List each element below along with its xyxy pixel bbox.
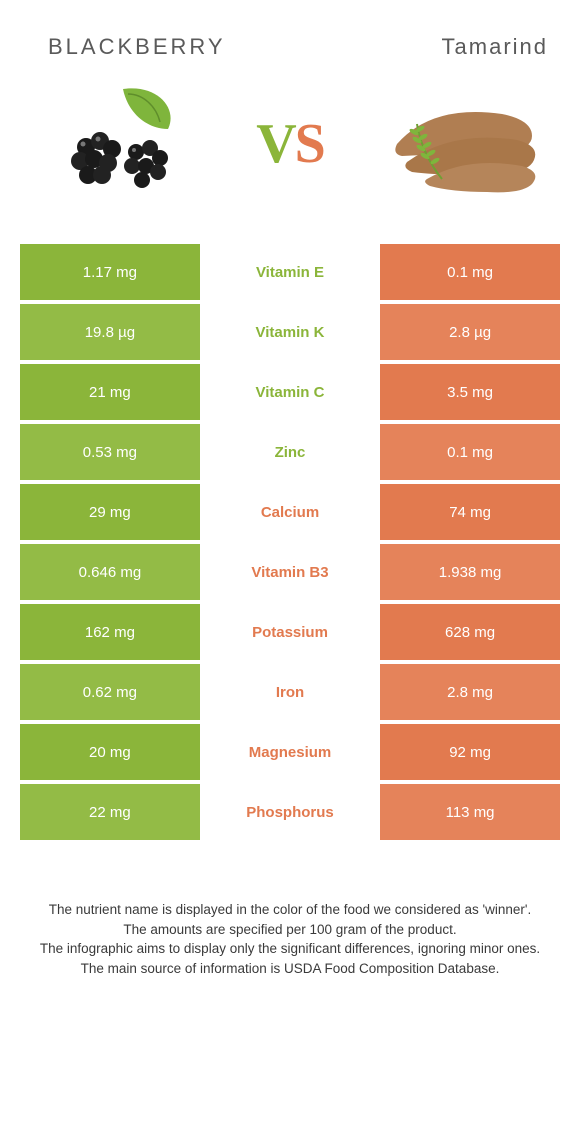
nutrient-label: Calcium <box>200 484 380 540</box>
blackberry-illustration <box>28 74 208 214</box>
right-value: 2.8 mg <box>380 664 560 720</box>
left-value: 20 mg <box>20 724 200 780</box>
table-row: 0.53 mgZinc0.1 mg <box>20 424 560 480</box>
vs-v: V <box>256 113 294 175</box>
image-row: VS <box>20 68 560 244</box>
nutrient-label: Magnesium <box>200 724 380 780</box>
right-value: 2.8 µg <box>380 304 560 360</box>
table-row: 162 mgPotassium628 mg <box>20 604 560 660</box>
nutrient-label: Vitamin C <box>200 364 380 420</box>
footer-line-1: The nutrient name is displayed in the co… <box>30 900 550 920</box>
vs-s: S <box>295 113 324 175</box>
nutrient-label: Phosphorus <box>200 784 380 840</box>
left-value: 0.646 mg <box>20 544 200 600</box>
left-value: 22 mg <box>20 784 200 840</box>
nutrient-label: Vitamin E <box>200 244 380 300</box>
nutrient-label: Iron <box>200 664 380 720</box>
left-value: 19.8 µg <box>20 304 200 360</box>
right-value: 113 mg <box>380 784 560 840</box>
right-value: 1.938 mg <box>380 544 560 600</box>
nutrient-label: Vitamin B3 <box>200 544 380 600</box>
left-value: 162 mg <box>20 604 200 660</box>
right-value: 92 mg <box>380 724 560 780</box>
table-row: 29 mgCalcium74 mg <box>20 484 560 540</box>
right-value: 74 mg <box>380 484 560 540</box>
footer-line-4: The main source of information is USDA F… <box>30 959 550 979</box>
table-row: 0.62 mgIron2.8 mg <box>20 664 560 720</box>
left-value: 1.17 mg <box>20 244 200 300</box>
nutrient-label: Zinc <box>200 424 380 480</box>
right-value: 0.1 mg <box>380 244 560 300</box>
title-right: Tamarind <box>442 34 548 60</box>
nutrient-label: Potassium <box>200 604 380 660</box>
table-row: 1.17 mgVitamin E0.1 mg <box>20 244 560 300</box>
footer-notes: The nutrient name is displayed in the co… <box>20 844 560 978</box>
right-value: 0.1 mg <box>380 424 560 480</box>
table-row: 19.8 µgVitamin K2.8 µg <box>20 304 560 360</box>
table-row: 0.646 mgVitamin B31.938 mg <box>20 544 560 600</box>
right-value: 3.5 mg <box>380 364 560 420</box>
vs-label: VS <box>256 112 324 176</box>
left-value: 0.62 mg <box>20 664 200 720</box>
nutrient-table: 1.17 mgVitamin E0.1 mg19.8 µgVitamin K2.… <box>20 244 560 844</box>
table-row: 22 mgPhosphorus113 mg <box>20 784 560 840</box>
header: BLACKBERRY Tamarind <box>20 24 560 68</box>
nutrient-label: Vitamin K <box>200 304 380 360</box>
tamarind-illustration <box>372 74 552 214</box>
right-value: 628 mg <box>380 604 560 660</box>
table-row: 20 mgMagnesium92 mg <box>20 724 560 780</box>
table-row: 21 mgVitamin C3.5 mg <box>20 364 560 420</box>
footer-line-2: The amounts are specified per 100 gram o… <box>30 920 550 940</box>
footer-line-3: The infographic aims to display only the… <box>30 939 550 959</box>
title-left: BLACKBERRY <box>48 34 226 60</box>
left-value: 29 mg <box>20 484 200 540</box>
left-value: 0.53 mg <box>20 424 200 480</box>
left-value: 21 mg <box>20 364 200 420</box>
